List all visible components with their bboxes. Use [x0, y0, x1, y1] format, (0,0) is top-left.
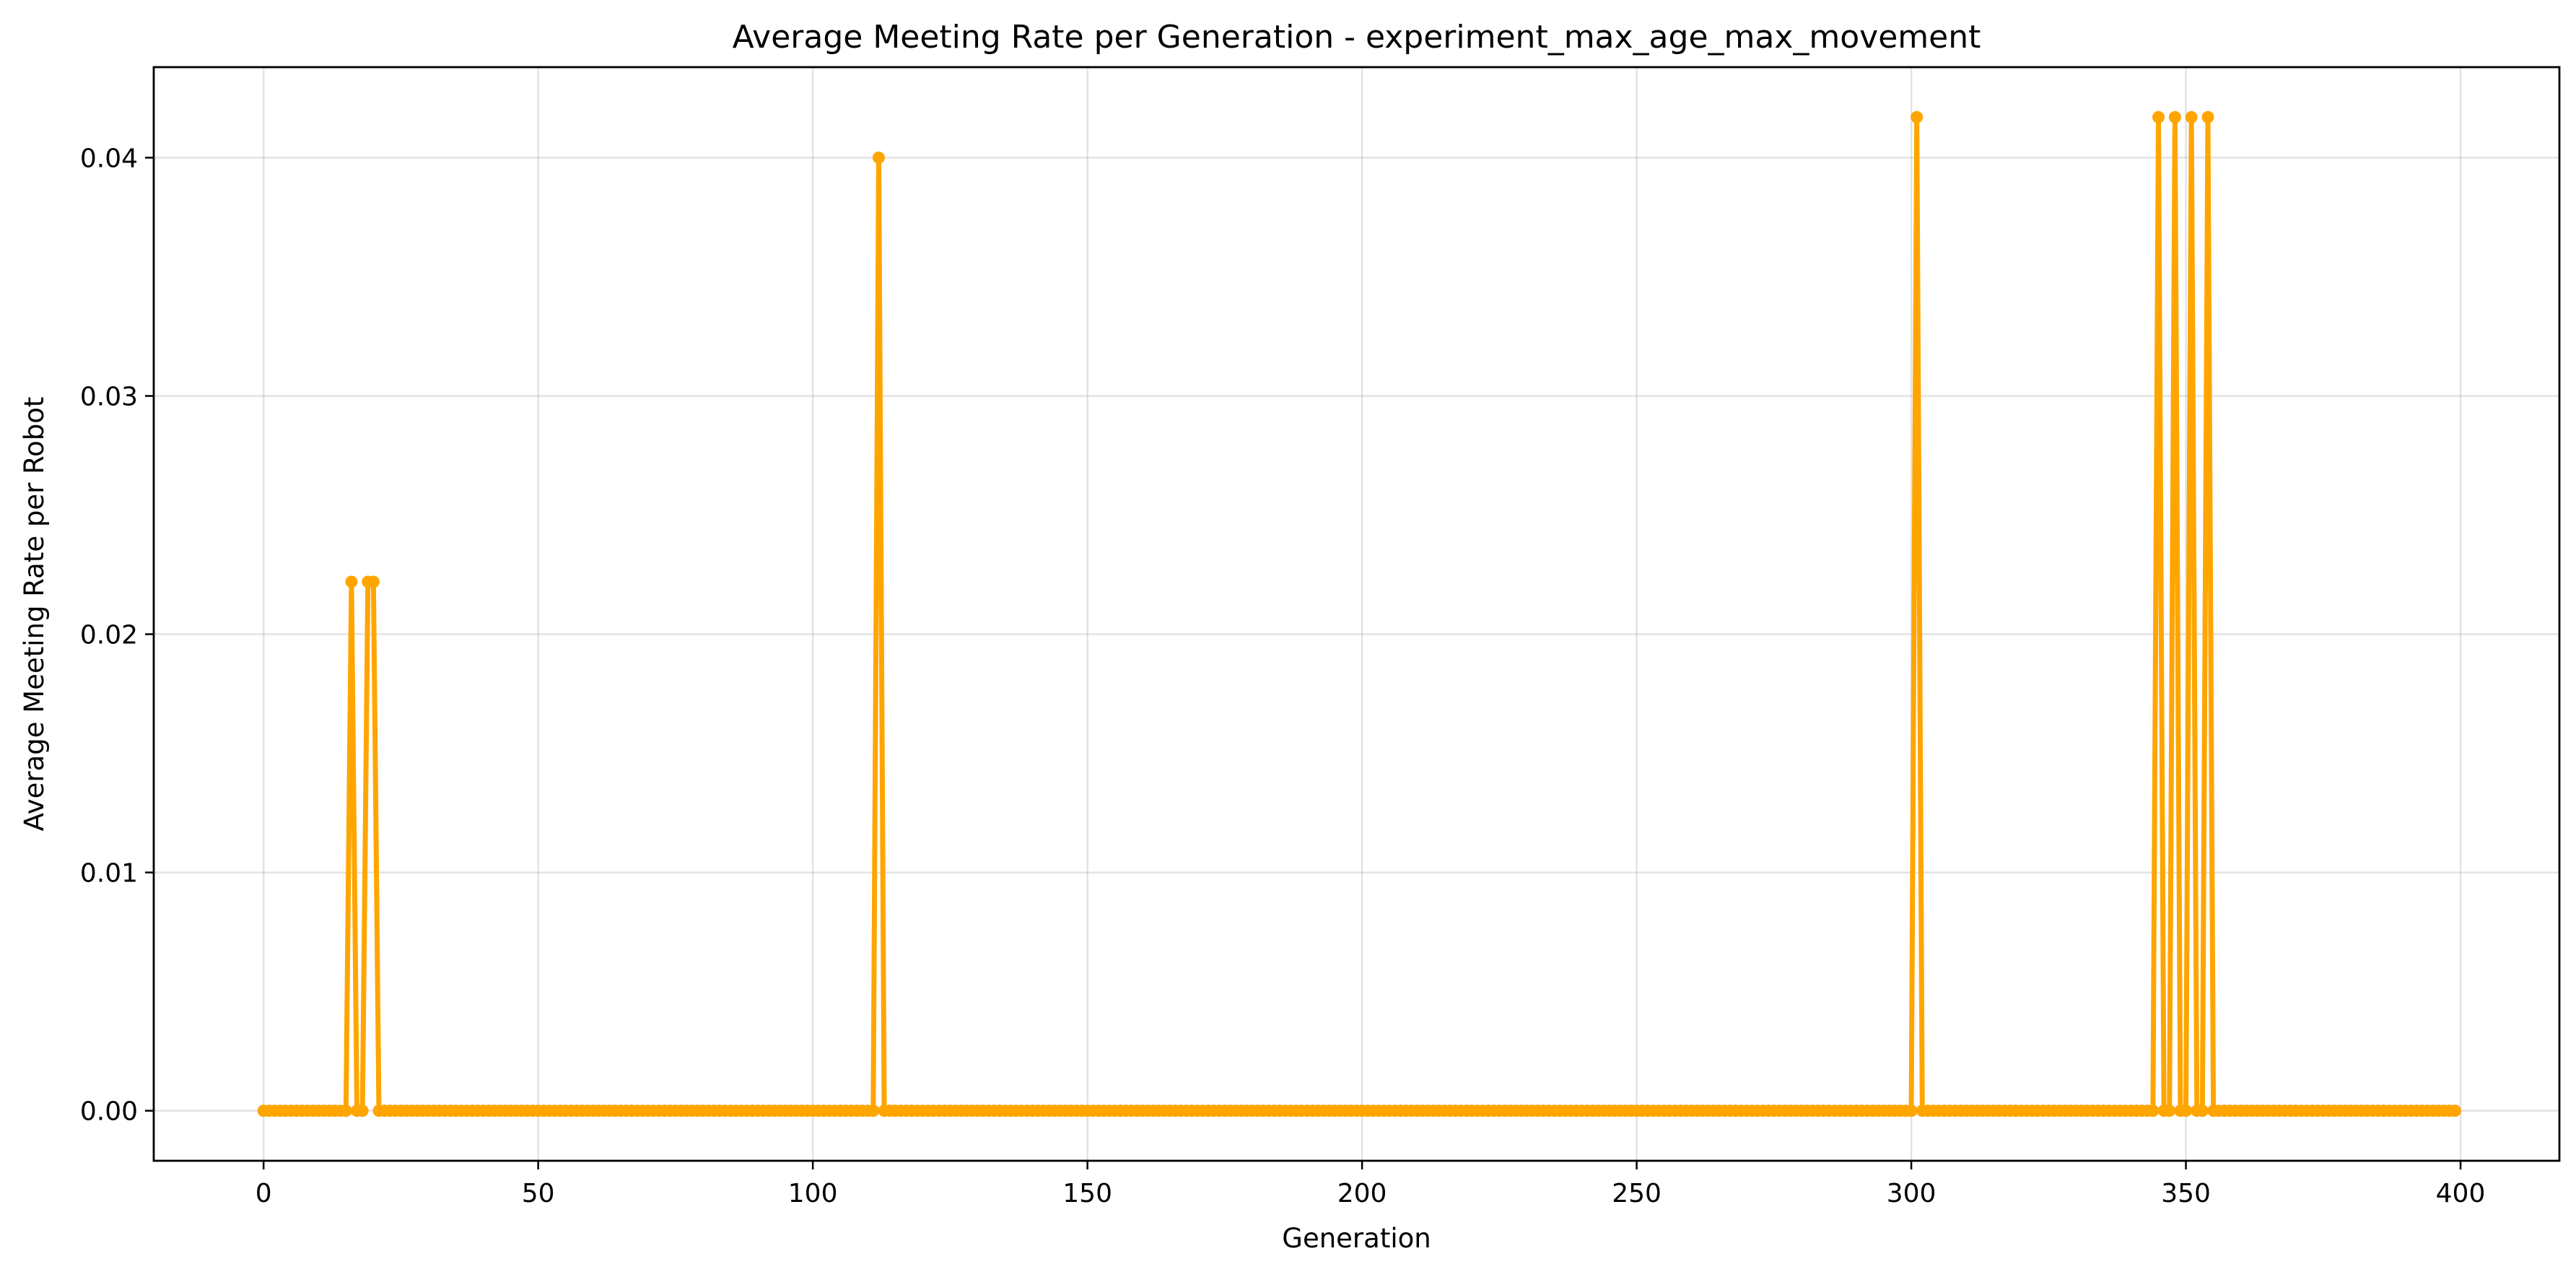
data-point: [2152, 110, 2165, 123]
data-point: [1905, 1104, 1918, 1117]
data-point: [356, 1104, 369, 1117]
y-tick-label: 0.02: [80, 621, 138, 650]
data-point: [2163, 1104, 2176, 1117]
data-point: [2147, 1104, 2160, 1117]
data-point: [2180, 1104, 2193, 1117]
y-tick-label: 0.03: [80, 382, 138, 411]
x-tick-label: 150: [1062, 1179, 1112, 1208]
chart-title: Average Meeting Rate per Generation - ex…: [733, 19, 1981, 56]
data-point: [2196, 1104, 2209, 1117]
x-tick-label: 300: [1887, 1179, 1937, 1208]
x-axis: 0 50 100 150 200 250 300 350 400: [256, 1161, 2486, 1208]
data-point: [367, 575, 380, 588]
y-tick-label: 0.01: [80, 859, 138, 889]
x-tick-label: 350: [2161, 1179, 2211, 1208]
series-group: [257, 110, 2461, 1117]
x-tick-label: 100: [788, 1179, 838, 1208]
y-tick-label: 0.00: [80, 1097, 138, 1127]
data-point: [2201, 110, 2214, 123]
data-point: [867, 1104, 880, 1117]
data-point: [2448, 1104, 2461, 1117]
x-axis-label: Generation: [1282, 1223, 1431, 1254]
y-axis: 0.00 0.01 0.02 0.03 0.04: [80, 144, 154, 1127]
plot-frame: [152, 66, 2561, 1162]
data-point: [2168, 110, 2181, 123]
x-tick-label: 0: [256, 1179, 272, 1208]
y-axis-label: Average Meeting Rate per Robot: [19, 397, 50, 832]
x-tick-label: 400: [2436, 1179, 2486, 1208]
y-tick-label: 0.04: [80, 144, 138, 173]
data-point: [1911, 110, 1924, 123]
data-point: [339, 1104, 352, 1117]
x-tick-label: 250: [1612, 1179, 1662, 1208]
x-tick-label: 200: [1337, 1179, 1387, 1208]
data-point: [2185, 110, 2198, 123]
data-point: [345, 575, 358, 588]
data-point: [872, 151, 885, 164]
x-tick-label: 50: [522, 1179, 555, 1208]
